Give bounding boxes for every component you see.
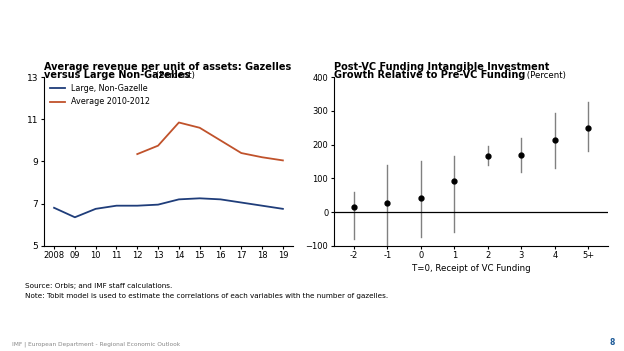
Text: IMF | European Department - Regional Economic Outlook: IMF | European Department - Regional Eco… [12, 342, 180, 347]
Text: Growth Relative to Pre-VC Funding: Growth Relative to Pre-VC Funding [334, 70, 525, 80]
Text: can foster promising young firms: can foster promising young firms [162, 43, 462, 58]
Text: Post-VC Funding Intangible Investment: Post-VC Funding Intangible Investment [334, 62, 549, 72]
Text: versus Large Non-Gazelles: versus Large Non-Gazelles [44, 70, 190, 80]
Text: Investing in human capital and alleviating financial constraints: Investing in human capital and alleviati… [26, 18, 598, 33]
Text: Note: Tobit model is used to estimate the correlations of each variables with th: Note: Tobit model is used to estimate th… [25, 293, 388, 299]
X-axis label: T=0, Receipt of VC Funding: T=0, Receipt of VC Funding [412, 264, 530, 273]
Legend: Large, Non-Gazelle, Average 2010-2012: Large, Non-Gazelle, Average 2010-2012 [47, 81, 152, 109]
Text: (Percent): (Percent) [153, 71, 195, 80]
Text: (Percent): (Percent) [524, 71, 566, 80]
Text: Source: Orbis; and IMF staff calculations.: Source: Orbis; and IMF staff calculation… [25, 283, 172, 289]
Text: 8: 8 [609, 338, 615, 347]
Text: Average revenue per unit of assets: Gazelles: Average revenue per unit of assets: Gaze… [44, 62, 291, 72]
